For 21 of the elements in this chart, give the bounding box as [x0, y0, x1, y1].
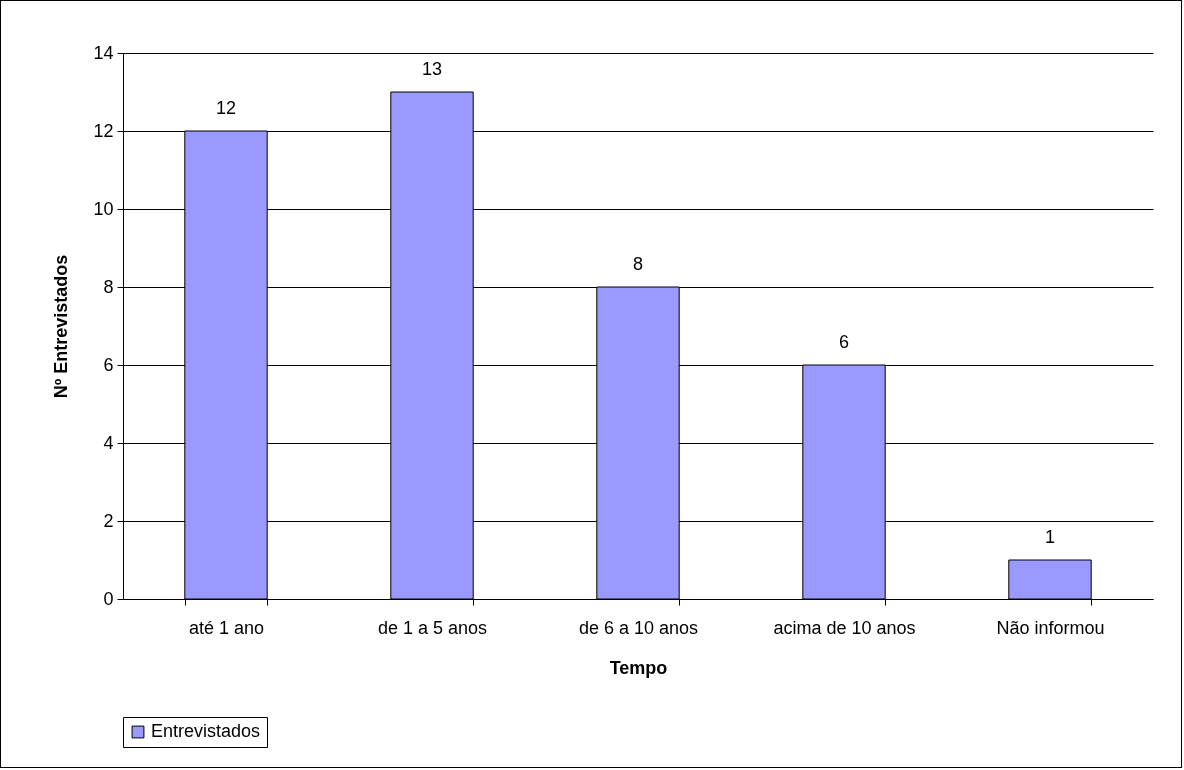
legend-label: Entrevistados — [151, 721, 261, 741]
x-tick-label: de 1 a 5 anos — [377, 617, 488, 638]
y-tick-label: 14 — [93, 42, 114, 63]
y-tick-label: 2 — [103, 510, 114, 531]
x-tick-label: Não informou — [996, 617, 1105, 638]
x-axis-title: Tempo — [609, 657, 668, 678]
y-axis-title: Nº Entrevistados — [51, 254, 72, 399]
y-tick-label: 4 — [103, 432, 114, 453]
y-tick-label: 10 — [93, 198, 114, 219]
y-tick-label: 12 — [93, 120, 114, 141]
x-tick-label: até 1 ano — [188, 617, 265, 638]
y-tick-label: 8 — [103, 276, 114, 297]
x-tick-label: acima de 10 anos — [773, 617, 916, 638]
data-label: 12 — [215, 98, 237, 118]
y-tick-label: 6 — [103, 354, 114, 375]
x-tick-label: de 6 a 10 anos — [578, 617, 699, 638]
data-label: 8 — [632, 254, 644, 274]
data-label: 6 — [838, 332, 850, 352]
y-tick-label: 0 — [103, 588, 114, 609]
data-label: 13 — [421, 59, 443, 79]
data-label: 1 — [1044, 527, 1056, 547]
